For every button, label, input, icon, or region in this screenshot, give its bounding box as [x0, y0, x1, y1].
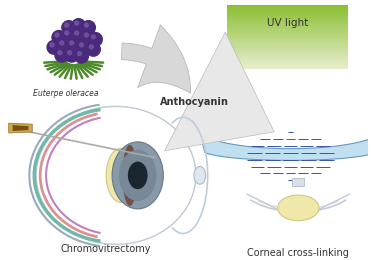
Ellipse shape [128, 161, 148, 189]
Bar [227, 35, 348, 37]
Bar [227, 14, 348, 16]
Circle shape [82, 21, 95, 35]
Circle shape [55, 48, 69, 62]
Bar [227, 33, 348, 35]
Circle shape [80, 43, 83, 47]
Bar [227, 7, 348, 9]
Polygon shape [9, 123, 32, 133]
Circle shape [60, 41, 64, 45]
Text: Corneal cross-linking: Corneal cross-linking [247, 248, 349, 258]
Bar [227, 16, 348, 18]
Text: Euterpe oleracea: Euterpe oleracea [33, 89, 99, 98]
Circle shape [75, 21, 79, 25]
Bar [227, 58, 348, 60]
FancyArrowPatch shape [165, 32, 274, 151]
Circle shape [70, 41, 74, 45]
Circle shape [72, 29, 85, 42]
Circle shape [89, 45, 93, 49]
Bar [292, 178, 304, 186]
Circle shape [75, 31, 79, 35]
Circle shape [68, 51, 72, 55]
FancyArrowPatch shape [122, 25, 191, 93]
Circle shape [86, 42, 100, 56]
Bar [227, 11, 348, 14]
Circle shape [72, 19, 85, 32]
Circle shape [65, 48, 79, 62]
Circle shape [75, 49, 88, 63]
Ellipse shape [112, 142, 163, 209]
Circle shape [91, 35, 95, 39]
Bar [227, 43, 348, 46]
Bar [227, 63, 348, 65]
Circle shape [62, 29, 76, 42]
Bar [227, 65, 348, 67]
Ellipse shape [278, 195, 319, 221]
Ellipse shape [194, 166, 206, 184]
Ellipse shape [122, 145, 137, 206]
Text: Anthocyanin: Anthocyanin [160, 98, 229, 107]
Circle shape [62, 21, 76, 35]
Polygon shape [200, 133, 371, 160]
Bar [227, 26, 348, 28]
Bar [227, 46, 348, 48]
Circle shape [58, 51, 62, 55]
Ellipse shape [36, 106, 196, 244]
Text: Chromovitrectomy: Chromovitrectomy [61, 244, 151, 254]
Circle shape [65, 23, 69, 27]
Bar [227, 41, 348, 43]
Bar [227, 30, 348, 33]
Bar [227, 37, 348, 39]
Circle shape [55, 33, 59, 37]
Bar [227, 52, 348, 54]
Circle shape [88, 32, 102, 46]
Circle shape [77, 40, 91, 54]
Bar [227, 5, 348, 7]
Bar [227, 28, 348, 30]
Bar [227, 56, 348, 58]
Bar [227, 48, 348, 50]
Circle shape [65, 31, 69, 35]
Bar [227, 24, 348, 26]
Bar [227, 67, 348, 69]
Bar [227, 39, 348, 41]
Circle shape [50, 43, 54, 47]
Bar [227, 54, 348, 56]
Circle shape [82, 30, 95, 44]
Circle shape [78, 52, 82, 56]
Circle shape [85, 33, 88, 37]
Circle shape [47, 40, 61, 54]
Circle shape [67, 38, 81, 52]
Circle shape [57, 38, 71, 52]
Circle shape [52, 30, 66, 44]
Ellipse shape [119, 150, 157, 201]
Ellipse shape [106, 148, 136, 203]
Bar [227, 20, 348, 22]
Text: UV light: UV light [267, 18, 308, 28]
Bar [227, 60, 348, 63]
Bar [227, 18, 348, 20]
Circle shape [85, 23, 88, 27]
Bar [227, 50, 348, 52]
Bar [227, 22, 348, 24]
Bar [227, 9, 348, 11]
Polygon shape [13, 125, 28, 131]
